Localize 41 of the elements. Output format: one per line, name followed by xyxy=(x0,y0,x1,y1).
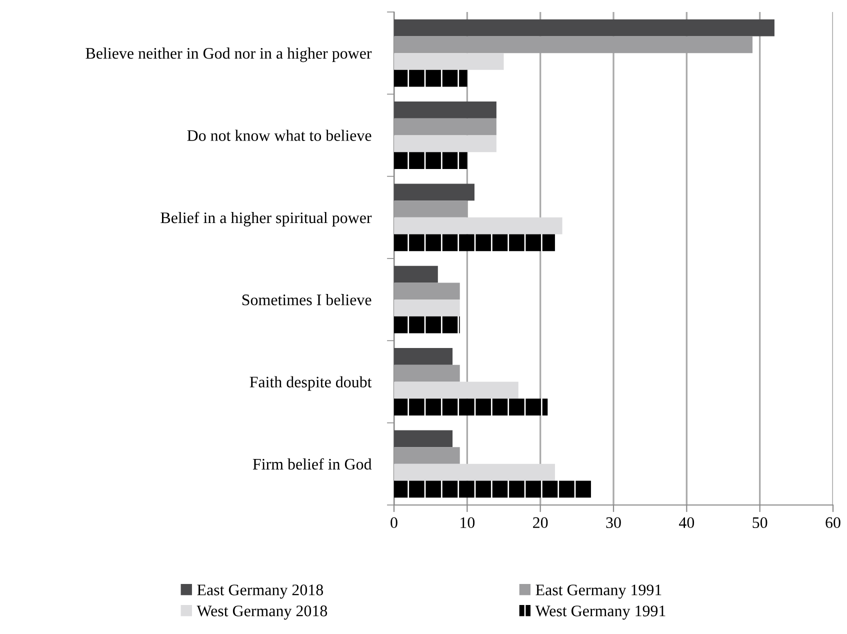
bar xyxy=(394,447,460,464)
bar xyxy=(394,282,460,300)
y-tick-label: Belief in a higher spiritual power xyxy=(160,212,372,226)
bar xyxy=(394,200,468,218)
bar xyxy=(394,464,555,481)
bar xyxy=(394,480,592,498)
legend-label: East Germany 1991 xyxy=(536,584,662,599)
bar xyxy=(394,19,774,36)
x-tick-label: 50 xyxy=(752,517,768,528)
bar xyxy=(394,348,453,365)
bar xyxy=(394,234,555,252)
bar xyxy=(394,102,496,118)
y-tick-label: Faith despite doubt xyxy=(250,376,372,391)
y-tick-label: Firm belief in God xyxy=(252,458,372,470)
x-tick-label: 60 xyxy=(826,517,840,528)
bar xyxy=(394,430,453,448)
bar xyxy=(394,382,518,399)
bar xyxy=(394,300,460,316)
x-tick-label: 20 xyxy=(533,517,548,528)
x-tick-label: 30 xyxy=(606,517,621,528)
x-tick-label: 10 xyxy=(460,517,475,528)
x-tick-label: 40 xyxy=(678,517,694,528)
x-tick-label: 0 xyxy=(390,517,398,528)
legend-label: East Germany 2018 xyxy=(197,584,324,599)
bar xyxy=(394,135,496,152)
legend-label: West Germany 1991 xyxy=(535,606,666,620)
bar xyxy=(394,217,562,234)
bar xyxy=(394,364,460,382)
bar xyxy=(394,70,468,87)
bar xyxy=(394,118,496,136)
bar xyxy=(394,316,460,334)
bar xyxy=(394,184,474,201)
bar xyxy=(394,266,438,283)
legend-label: West Germany 2018 xyxy=(196,606,328,620)
y-tick-label: Sometimes I believe xyxy=(242,294,372,306)
bar xyxy=(394,152,468,169)
bar xyxy=(394,398,548,416)
y-tick-label: Believe neither in God nor in a higher power xyxy=(86,48,372,62)
y-tick-label: Do not know what to believe xyxy=(187,130,372,141)
bar xyxy=(394,53,504,70)
bar xyxy=(394,36,753,54)
